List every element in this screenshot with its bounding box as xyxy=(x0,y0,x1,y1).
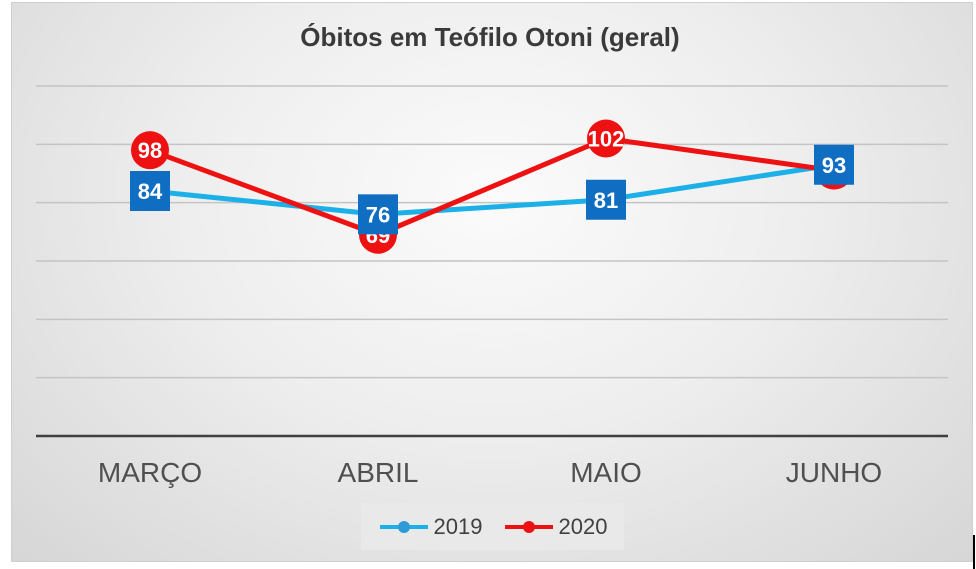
data-marker xyxy=(814,144,854,185)
chart-frame xyxy=(11,2,973,562)
legend-entry-2020: 2020 xyxy=(503,513,608,540)
data-point-2020: 98 xyxy=(131,131,169,170)
data-point-2019: 93 xyxy=(814,144,854,185)
legend-swatch-2019 xyxy=(379,520,428,533)
legend-label-2020: 2020 xyxy=(558,513,608,539)
chart-legend: 2019 2020 xyxy=(361,503,624,550)
data-point-2019: 81 xyxy=(586,179,626,220)
chart-title: Óbitos em Teófilo Otoni (geral) xyxy=(300,22,680,52)
legend-swatch-2020 xyxy=(504,520,553,533)
data-point-2020: 102 xyxy=(587,119,625,158)
data-label: 76 xyxy=(366,202,390,227)
data-label: 102 xyxy=(588,127,625,152)
frame-edge xyxy=(973,535,975,569)
data-label: 93 xyxy=(822,153,846,178)
data-marker xyxy=(586,179,626,220)
data-marker xyxy=(587,119,625,158)
data-marker xyxy=(131,131,169,170)
x-tick-label: MAIO xyxy=(570,457,642,488)
data-point-2019: 84 xyxy=(130,171,170,211)
legend-label-2019: 2019 xyxy=(433,513,483,539)
data-label: 81 xyxy=(594,188,618,213)
data-point-2019: 76 xyxy=(358,194,398,235)
data-label: 98 xyxy=(138,138,162,163)
series-line-2019 xyxy=(149,162,835,217)
x-tick-label: ABRIL xyxy=(338,457,419,488)
legend-entry-2019: 2019 xyxy=(378,514,483,540)
data-label: 84 xyxy=(138,179,163,204)
data-marker xyxy=(130,171,170,211)
data-marker xyxy=(358,194,398,235)
x-tick-label: MARÇO xyxy=(98,457,202,488)
x-tick-label: JUNHO xyxy=(786,457,882,488)
series-line-2020 xyxy=(149,136,835,238)
